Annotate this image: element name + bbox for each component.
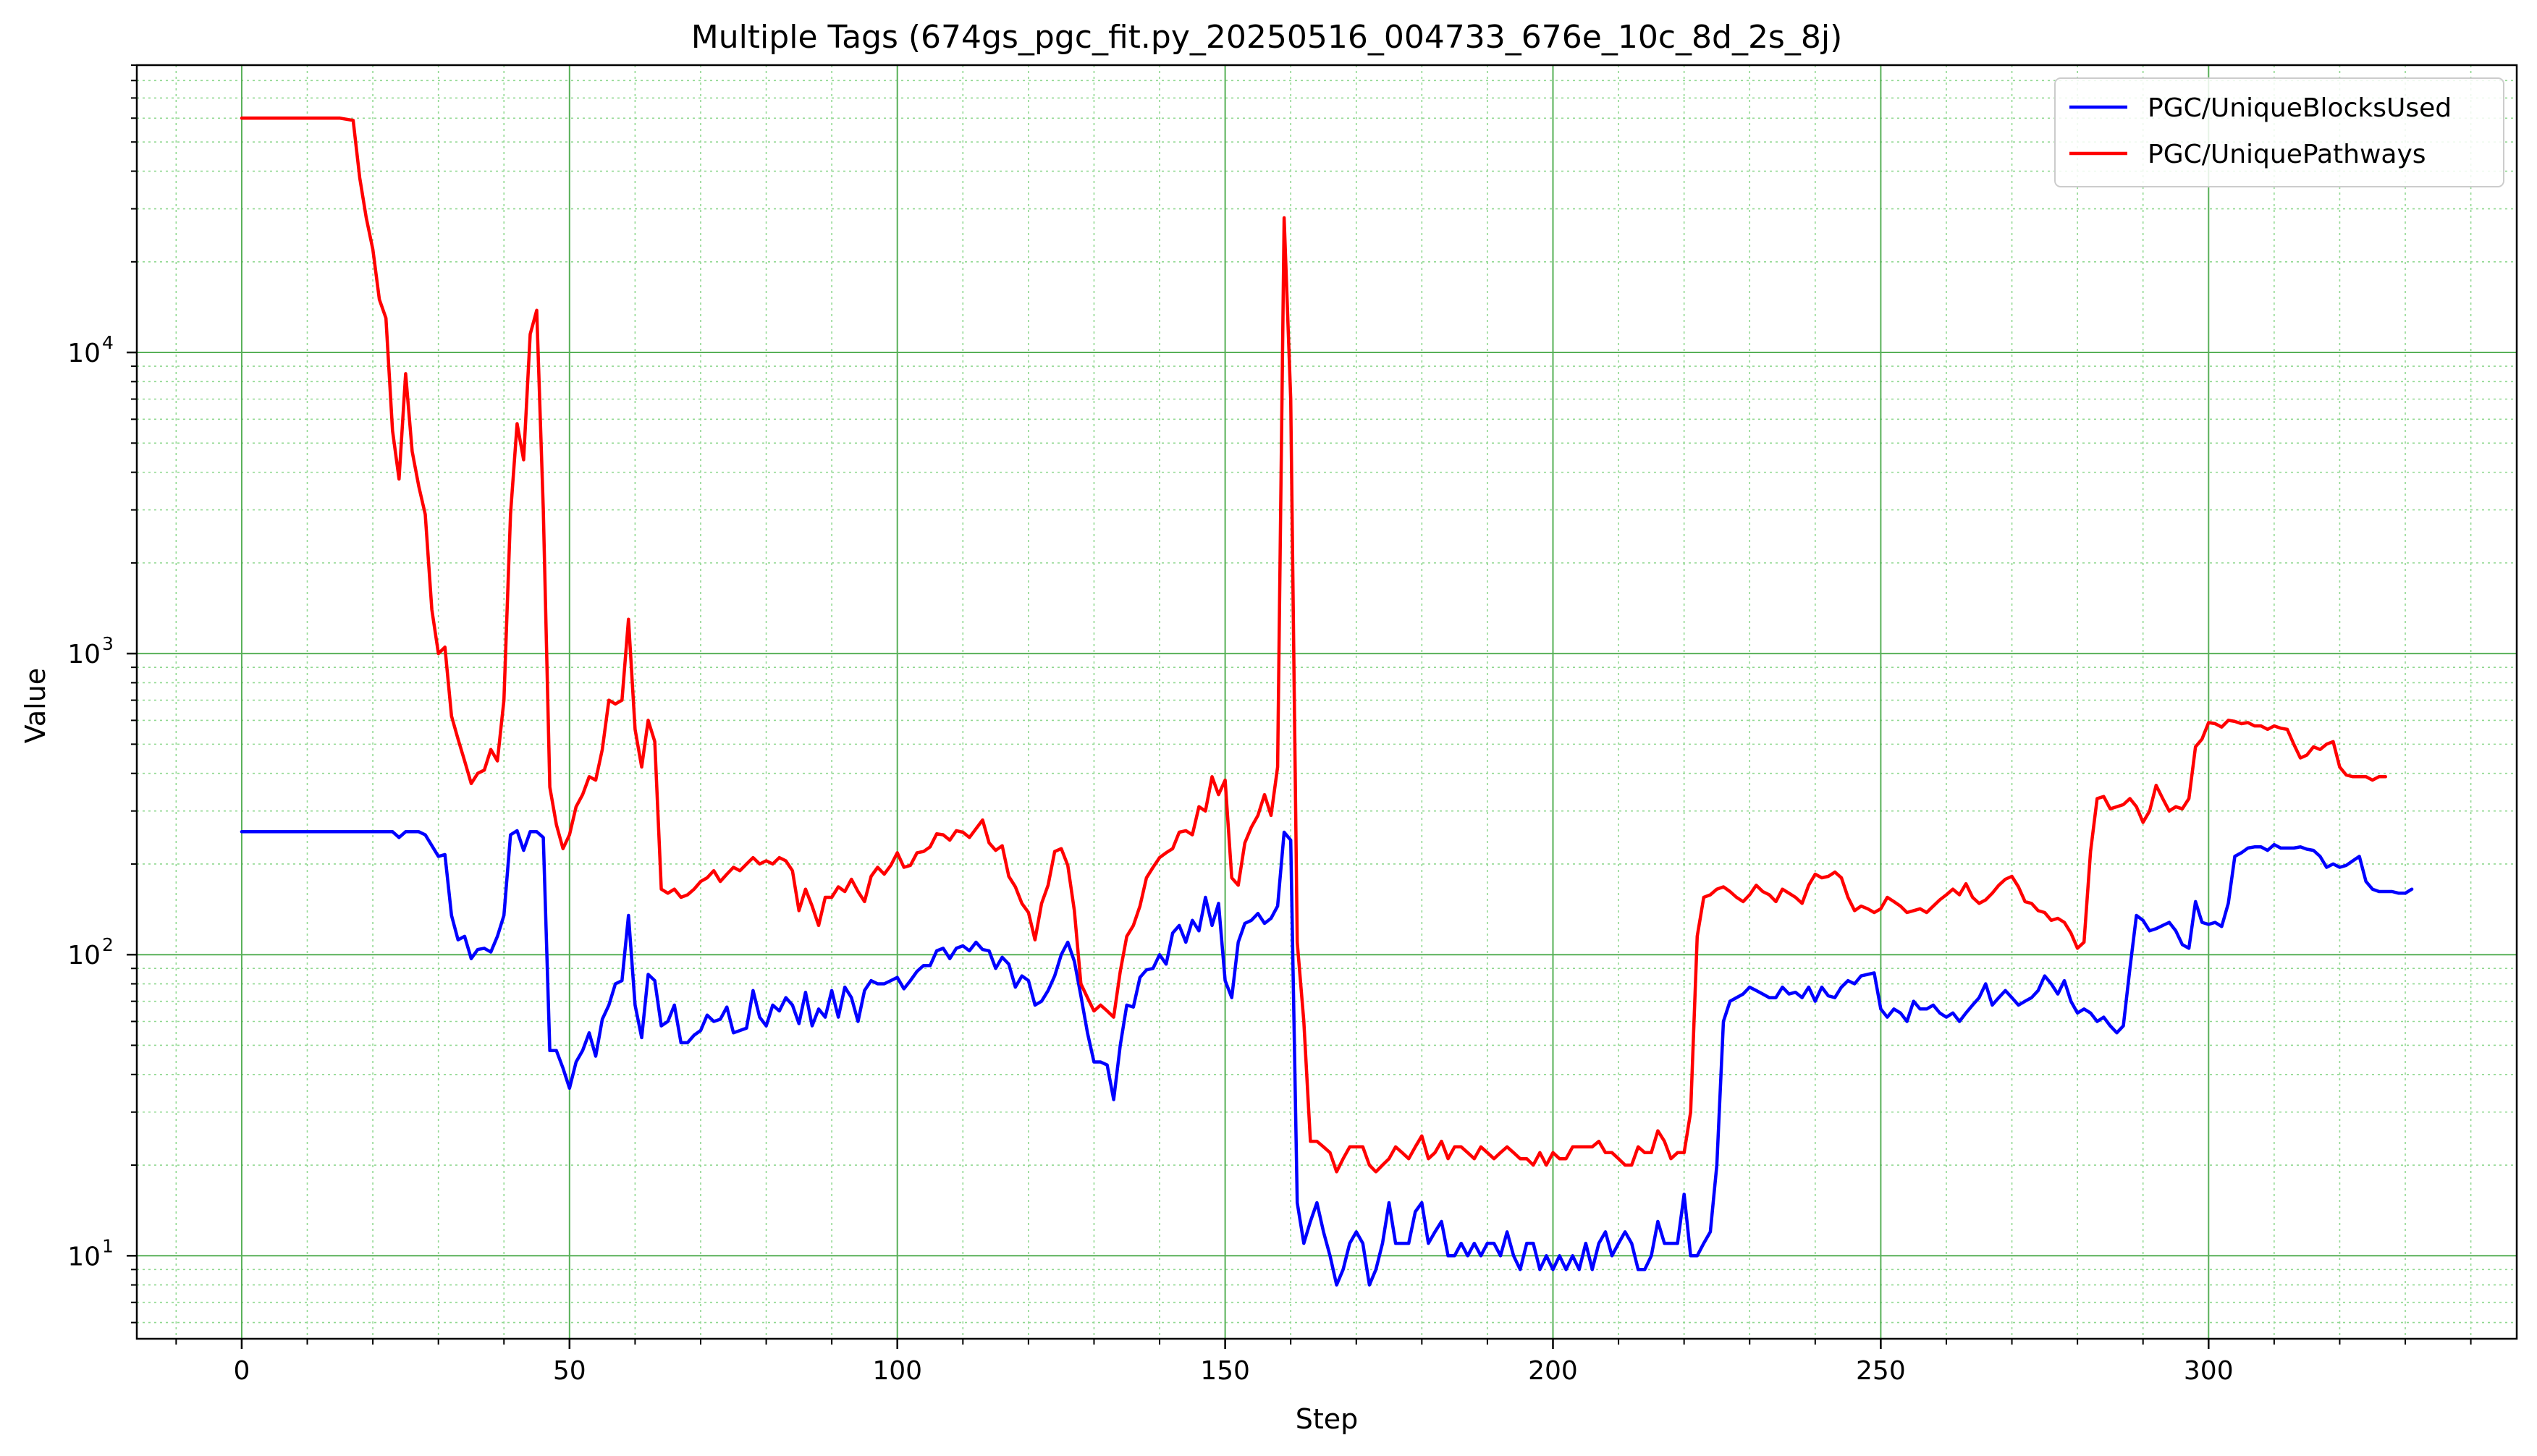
legend-label: PGC/UniquePathways <box>2148 140 2426 169</box>
y-tick-label-exponent: 2 <box>102 934 114 955</box>
x-axis: 0 50 100 150 200 250 300 <box>175 1339 2472 1386</box>
y-tick-label: 10 <box>67 941 101 970</box>
x-tick-label: 100 <box>872 1356 922 1386</box>
y-tick-label-exponent: 3 <box>102 633 114 654</box>
series-line-1 <box>240 829 2414 1287</box>
x-tick-label: 150 <box>1200 1356 1250 1386</box>
y-tick-label: 10 <box>67 640 101 669</box>
x-tick-label: 300 <box>2184 1356 2234 1386</box>
y-tick-label: 10 <box>67 1242 101 1271</box>
y-tick-label: 10 <box>67 339 101 368</box>
x-tick-label: 200 <box>1528 1356 1578 1386</box>
series-line-2 <box>240 117 2388 1174</box>
legend-label: PGC/UniqueBlocksUsed <box>2148 93 2452 123</box>
x-tick-label: 50 <box>553 1356 586 1386</box>
y-axis-label: Value <box>20 668 51 743</box>
plot-area-frame <box>135 64 2518 1340</box>
x-axis-label: Step <box>1296 1403 1359 1435</box>
minor-grid <box>137 64 2517 1339</box>
legend: PGC/UniqueBlocksUsed PGC/UniquePathways <box>2054 77 2504 187</box>
chart-title: Multiple Tags (674gs_pgc_fit.py_20250516… <box>691 19 1843 56</box>
legend-box <box>2054 77 2504 187</box>
series-layer <box>240 117 2414 1287</box>
y-tick-label-exponent: 4 <box>102 332 114 353</box>
x-tick-label: 0 <box>233 1356 250 1386</box>
x-tick-label: 250 <box>1856 1356 1906 1386</box>
major-grid <box>137 65 2517 1339</box>
y-tick-label-exponent: 1 <box>102 1235 114 1256</box>
